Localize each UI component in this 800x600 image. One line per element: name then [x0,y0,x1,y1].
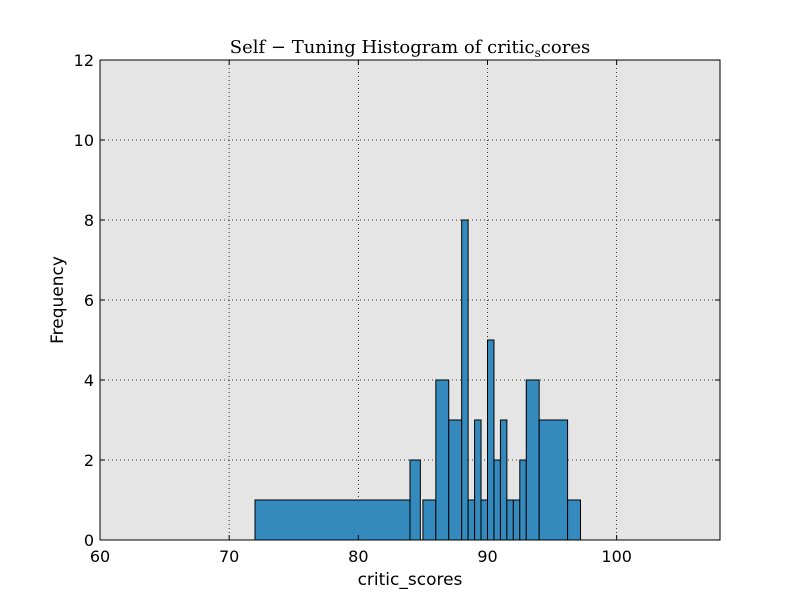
x-tick-label: 100 [601,547,632,566]
histogram-bar [467,499,476,541]
chart-title-tail: cores [541,37,590,58]
histogram-bar [487,339,495,541]
x-axis-label: critic_scores [358,570,463,590]
y-tick-label: 2 [84,451,94,470]
histogram-bar [422,499,437,541]
x-tick-label: 60 [90,547,110,566]
y-axis-label: Frequency [48,256,68,344]
y-tick-label: 12 [74,51,94,70]
y-tick-label: 8 [84,211,94,230]
histogram-bar [493,459,501,541]
histogram-bar [409,459,421,541]
x-tick-label: 90 [477,547,497,566]
histogram-bar [448,419,463,541]
histogram-bars [254,219,581,541]
histogram-bar [480,499,488,541]
chart-title-main: Self − Tuning Histogram of critic [230,37,535,58]
histogram-bar [538,419,569,541]
chart-title-subscript: s [535,46,541,60]
histogram-bar [461,219,469,541]
y-tick-label: 4 [84,371,94,390]
histogram-bar [499,419,508,541]
x-tick-label: 80 [348,547,368,566]
x-tick-label: 70 [219,547,239,566]
y-tick-label: 0 [84,531,94,550]
chart-title: Self − Tuning Histogram of criticscores [230,37,590,60]
histogram-bar [435,379,450,541]
histogram-bar [254,499,411,541]
y-tick-label: 6 [84,291,94,310]
histogram-bar [567,499,581,541]
histogram-bar [519,459,527,541]
axis-ticks: 60 70 80 90 100 0 2 4 6 8 10 12 [74,51,720,566]
y-tick-label: 10 [74,131,94,150]
histogram-bar [506,499,514,541]
histogram-bar [512,499,521,541]
histogram-bar [474,419,482,541]
histogram-bar [525,379,540,541]
